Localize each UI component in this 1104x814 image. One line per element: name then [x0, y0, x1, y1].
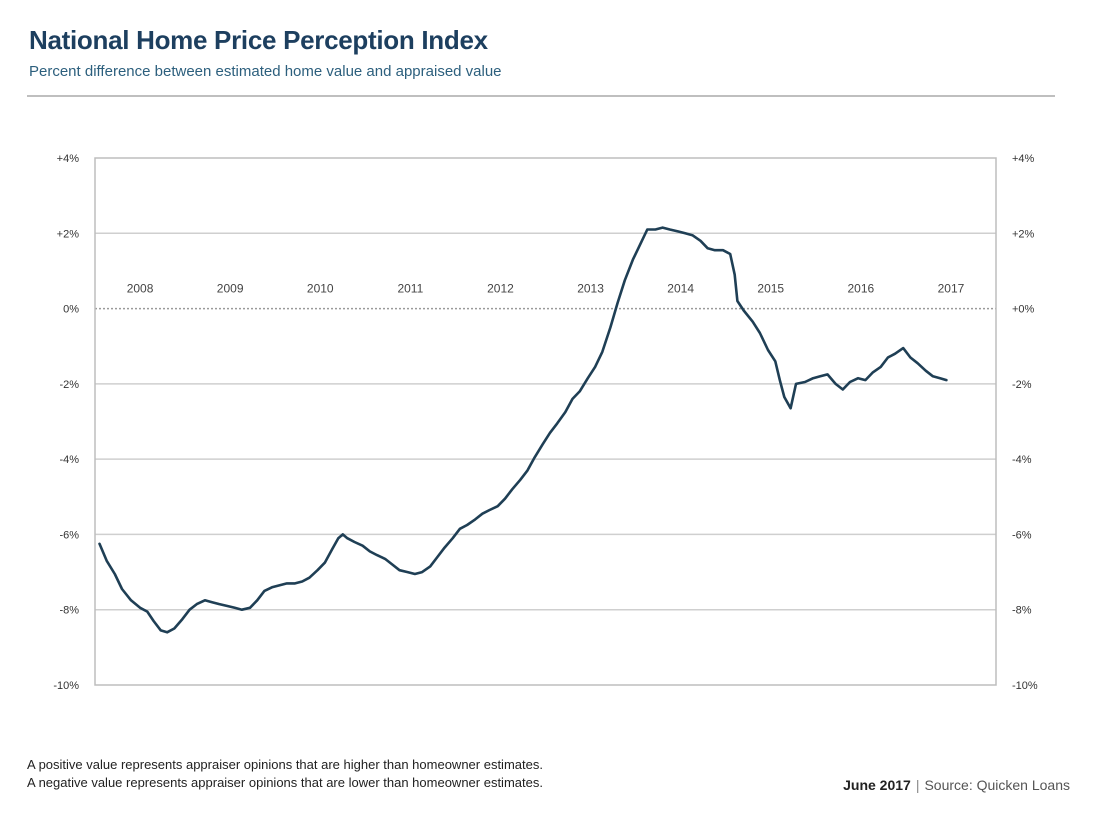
year-label: 2008 — [127, 282, 154, 296]
y-tick-label-left: -2% — [59, 379, 79, 391]
year-label: 2017 — [938, 282, 965, 296]
year-label: 2013 — [577, 282, 604, 296]
footer: June 2017 | Source: Quicken Loans — [843, 777, 1070, 793]
y-tick-label-right: +2% — [1012, 228, 1035, 240]
year-label: 2012 — [487, 282, 514, 296]
chart-title: National Home Price Perception Index — [29, 25, 488, 55]
year-labels: 2008 2009 2010 2011 2012 2013 2014 2015 2016 2017 — [127, 282, 965, 296]
y-tick-label-left: -10% — [53, 680, 79, 692]
y-tick-label-right: +0% — [1012, 304, 1035, 316]
series-line — [98, 226, 948, 634]
year-label: 2009 — [217, 282, 244, 296]
y-tick-label-left: -4% — [59, 454, 79, 466]
y-axis-labels: +4% +4% +2% +2% 0% +0% -2% -2% -4% -4% -6% -6% -8% -8… — [53, 153, 1038, 692]
year-label: 2010 — [307, 282, 334, 296]
plot-frame — [94, 157, 997, 686]
positive-note: A positive value represents appraiser op… — [27, 757, 543, 772]
header-divider — [27, 95, 1055, 97]
footer-source: Source: Quicken Loans — [924, 777, 1070, 793]
series-lines — [98, 226, 948, 634]
y-tick-label-left: -8% — [59, 605, 79, 617]
year-label: 2015 — [757, 282, 784, 296]
y-tick-label-right: -2% — [1012, 379, 1032, 391]
y-tick-label-left: +2% — [57, 228, 80, 240]
y-tick-label-right: -4% — [1012, 454, 1032, 466]
y-tick-label-left: 0% — [63, 304, 79, 316]
footer-separator: | — [915, 777, 920, 793]
negative-note: A negative value represents appraiser op… — [27, 775, 543, 790]
y-tick-label-right: -6% — [1012, 529, 1032, 541]
footer-date: June 2017 — [843, 777, 911, 793]
y-tick-label-right: -10% — [1012, 680, 1038, 692]
chart-subtitle: Percent difference between estimated hom… — [29, 63, 502, 80]
year-label: 2011 — [397, 282, 423, 296]
year-label: 2014 — [667, 282, 694, 296]
y-tick-label-left: -6% — [59, 529, 79, 541]
y-tick-label-right: +4% — [1012, 153, 1035, 165]
year-label: 2016 — [847, 282, 874, 296]
y-tick-label-left: +4% — [57, 153, 80, 165]
y-tick-label-right: -8% — [1012, 605, 1032, 617]
